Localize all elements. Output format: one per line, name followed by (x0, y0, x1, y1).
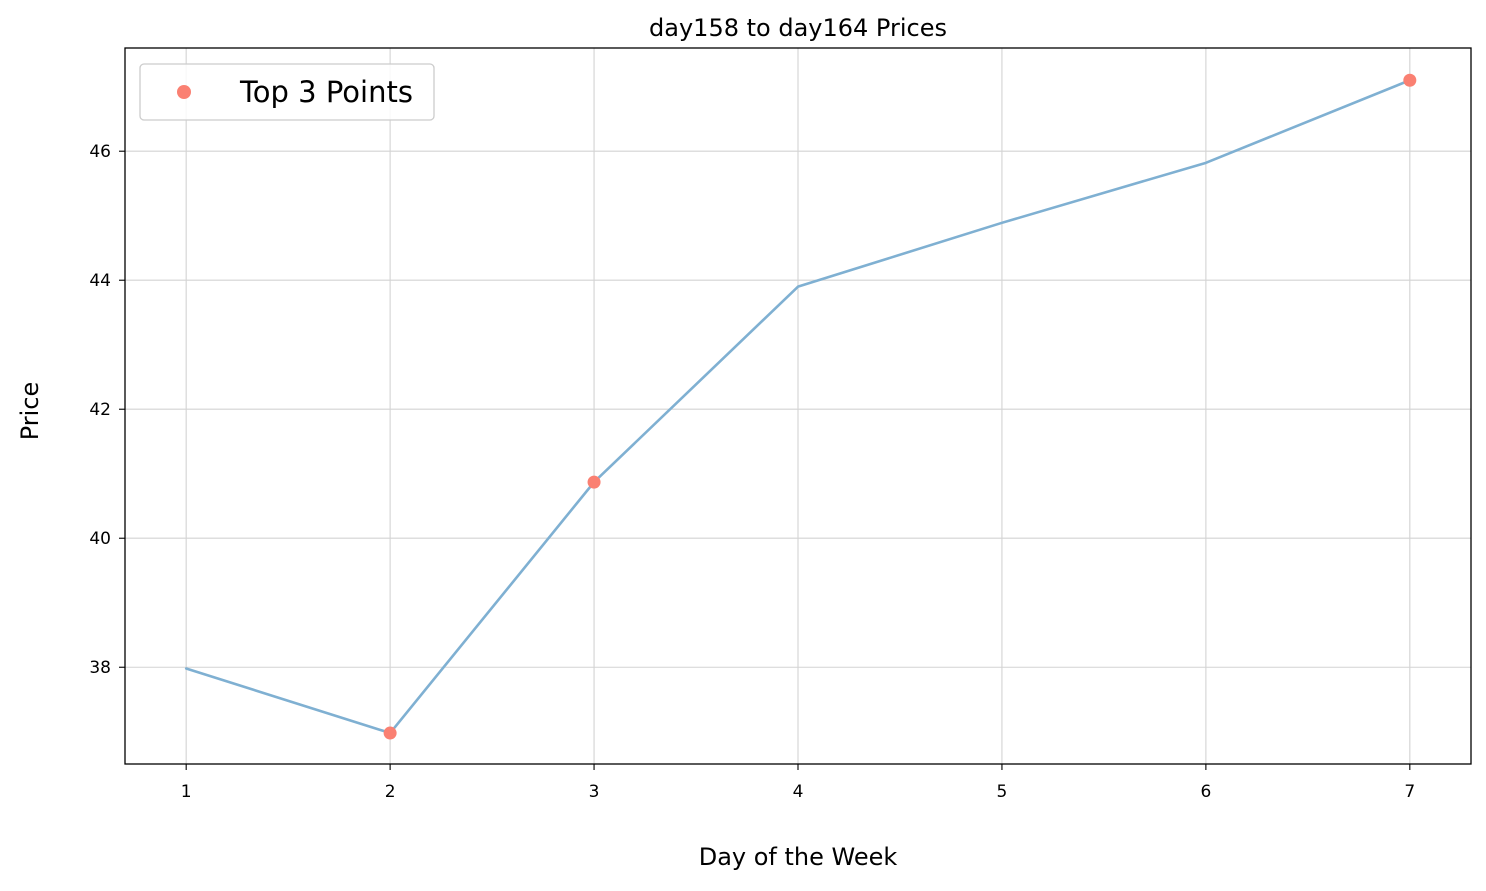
legend-label-top-3-points: Top 3 Points (239, 75, 413, 109)
y-tick-label: 42 (89, 400, 111, 420)
grid-layer (125, 48, 1471, 764)
legend-box (139, 63, 435, 121)
chart-title: day158 to day164 Prices (649, 14, 947, 42)
top-point-marker (587, 475, 601, 489)
legend-marker-top-3-points (177, 85, 191, 99)
x-tick-label: 7 (1404, 782, 1415, 802)
x-tick-label: 6 (1200, 782, 1211, 802)
top-point-marker (383, 726, 397, 740)
x-tick-label: 4 (793, 782, 804, 802)
x-tick-label: 5 (997, 782, 1008, 802)
y-tick-label: 46 (89, 142, 111, 162)
x-axis-title: Day of the Week (699, 843, 898, 871)
x-tick-label: 1 (181, 782, 192, 802)
legend: Top 3 Points (139, 63, 435, 121)
x-tick-label: 3 (589, 782, 600, 802)
x-tick-label: 2 (385, 782, 396, 802)
top-point-marker (1403, 73, 1417, 87)
y-tick-label: 40 (89, 529, 111, 549)
y-tick-label: 38 (89, 658, 111, 678)
tick-layer: 1 2 3 4 5 6 7 38 40 42 44 46 (89, 142, 1415, 802)
series-layer (184, 73, 1417, 740)
y-tick-label: 44 (89, 271, 111, 291)
y-axis-title: Price (16, 382, 44, 441)
